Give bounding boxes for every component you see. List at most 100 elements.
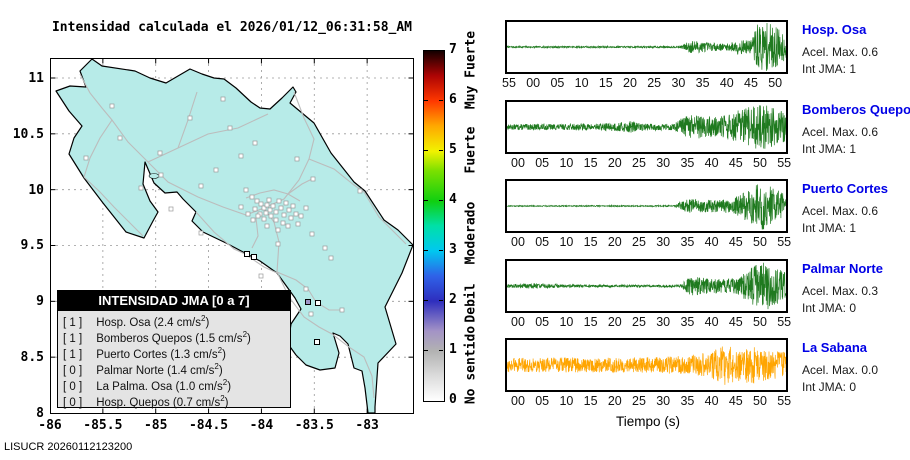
seismogram-trace-box [505,99,788,154]
road-line [195,211,278,274]
triggered-station-marker [244,251,250,257]
station-marker [270,203,276,209]
trace-int-jma: Int JMA: 1 [802,221,857,236]
unit-superscript: 2 [217,346,223,355]
paren-close: ) [224,396,229,409]
trace-acel-max: Acel. Max. 0.6 [802,204,879,219]
intensity-legend: INTENSIDAD JMA [0 a 7] [ 1 ] Hosp. Osa (… [57,290,291,409]
seismogram-waveform [506,22,787,72]
costa-rica-landmass [55,58,414,414]
colorbar-value: 7 [449,42,457,57]
map-frame [50,58,414,414]
station-intensity-value: [ 0 ] [63,380,83,393]
station-marker [245,211,251,217]
colorbar-category-label: Muy Fuerte [463,30,479,110]
station-marker [275,227,281,233]
station-marker [266,197,272,203]
lat-tick-label: 9.5 [20,238,44,254]
station-marker [303,205,309,211]
time-tick-label: 15 [583,314,598,329]
station-marker [117,135,123,141]
time-tick-label: 50 [768,76,783,90]
station-marker [285,223,291,229]
colorbar-tick [439,100,443,101]
lon-tick-label: -85.5 [83,418,123,433]
station-marker [264,202,270,208]
station-name: Hosp. Osa (2.4 cm/s [93,316,202,329]
map-title: Intensidad calculada el 2026/01/12_06:31… [51,20,413,35]
time-tick-label: 40 [719,76,734,90]
station-marker [168,206,174,212]
time-tick-label: 10 [574,76,589,90]
road-line [287,178,313,195]
time-tick-label: 25 [632,314,646,329]
time-tick-label: 25 [632,394,646,409]
paren-close: ) [227,380,232,393]
road-line [263,207,375,399]
legend-station-row: [ 1 ] Bomberos Quepos (1.5 cm/s2) [58,327,290,345]
trace-station-name: La Sabana [802,340,868,356]
lat-tick-label: 10.5 [12,126,44,142]
station-marker [288,215,294,221]
colorbar-tick [424,100,428,101]
time-tick-label: 05 [535,235,550,250]
time-tick-label: 15 [583,394,598,409]
seismogram-trace-box [505,338,788,393]
station-marker [357,188,363,194]
station-marker [293,211,299,217]
time-tick-label: 45 [728,155,743,170]
seismogram-waveform [506,262,787,309]
colorbar-tick [424,250,428,251]
triggered-station-marker [314,339,320,345]
colorbar-category-label: Debil [463,282,479,323]
station-marker [261,216,267,222]
time-tick-label: 55 [777,155,792,170]
seismogram-panels: 55 00 05 10 15 20 25 30 35 40 45 50 Hosp. Osa Acel. M… [502,0,910,460]
paren-close: ) [247,332,251,345]
trace-int-jma: Int JMA: 1 [802,62,857,76]
colorbar-value: 2 [449,292,457,307]
time-tick-label: 25 [632,155,646,170]
time-tick-label: 55 [777,235,792,250]
colorbar-tick [439,350,443,351]
road-line [83,119,113,178]
station-name: La Palma. Osa (1.0 cm/s [93,380,223,393]
legend-station-row: [ 0 ] La Palma. Osa (1.0 cm/s2) [58,375,290,393]
colorbar-value: 1 [449,342,457,357]
unit-superscript: 2 [242,330,248,339]
triggered-station-marker [315,300,321,306]
paren-close: ) [218,364,223,377]
lat-tick-label: 8 [36,405,44,421]
trace-acel-max: Acel. Max. 0.0 [802,363,879,378]
station-marker [238,153,244,159]
road-line [276,271,342,311]
lon-tick-label: -83.5 [294,418,334,433]
time-tick-label: 55 [777,314,792,329]
station-name: Hosp. Quepos (0.7 cm/s [93,396,221,409]
time-tick-label: 20 [623,76,637,90]
colorbar-tick [439,200,443,201]
time-tick-label: 40 [704,314,719,329]
time-tick-label: 35 [680,314,695,329]
lon-tick-label: -86 [38,418,62,433]
time-tick-label: 35 [695,76,710,90]
station-marker [275,241,281,247]
trace-int-jma: Int JMA: 0 [802,380,857,395]
station-marker [83,155,89,161]
station-marker [303,286,309,292]
time-tick-label: 00 [511,235,525,250]
colorbar-category-label: No sentido [463,325,479,405]
colorbar-tick [424,200,428,201]
paren-close: ) [222,348,226,361]
time-tick-label: 55 [777,394,792,409]
report-id: LISUCR 20260112123200 [4,441,133,453]
colorbar-tick [439,300,443,301]
station-intensity-value: [ 1 ] [63,316,83,329]
time-tick-label: 30 [656,235,671,250]
trace-acel-max: Acel. Max. 0.6 [802,45,879,59]
colorbar-tick [439,150,443,151]
station-marker [295,221,301,227]
time-tick-label: 45 [728,394,743,409]
time-tick-label: 05 [535,314,550,329]
